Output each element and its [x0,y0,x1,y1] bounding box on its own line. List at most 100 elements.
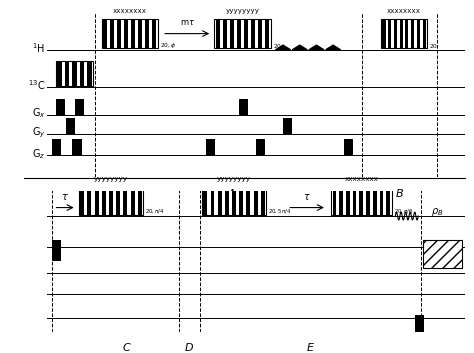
Bar [225,186,229,215]
Bar [56,98,65,115]
Text: xxxxxxxx: xxxxxxxx [387,8,421,14]
Bar [411,19,414,48]
Text: $\rho_B$: $\rho_B$ [431,206,444,218]
Bar [366,186,370,215]
Bar [415,315,425,332]
Bar [417,19,420,48]
Bar [246,186,250,215]
Text: $\tau$: $\tau$ [303,192,311,202]
Bar [423,240,463,268]
Bar [56,61,93,85]
Bar [373,186,376,215]
Text: $_{20}$: $_{20}$ [429,42,438,52]
Bar [101,19,158,48]
Bar [353,186,356,215]
Bar [405,19,409,48]
Bar [244,19,248,48]
Bar [95,186,99,215]
Bar [254,186,257,215]
Bar [359,186,363,215]
Bar [380,186,383,215]
Bar [52,139,61,155]
Bar [216,19,220,48]
Bar [130,186,135,215]
Bar [102,186,106,215]
Text: $\tau$: $\tau$ [61,192,69,202]
Bar [258,19,262,48]
Bar [283,118,292,134]
Bar [131,19,135,48]
Bar [394,19,397,48]
Text: E: E [307,343,314,353]
Text: B: B [396,190,404,199]
Bar [73,61,77,85]
Text: A: A [227,190,235,199]
Bar [138,19,142,48]
Bar [110,19,114,48]
Bar [88,61,91,85]
Bar [386,186,390,215]
Bar [210,186,215,215]
Bar [116,186,120,215]
Bar [388,19,391,48]
Bar [109,186,113,215]
Text: m$\tau$: m$\tau$ [180,18,195,27]
Text: $_{20,\phi}$: $_{20,\phi}$ [160,42,176,52]
Bar [381,19,427,48]
Polygon shape [275,45,291,50]
Bar [239,186,243,215]
Text: G$_z$: G$_z$ [32,147,46,161]
Text: yyyyyyyy: yyyyyyyy [94,176,128,182]
Bar [232,186,236,215]
Text: G$_x$: G$_x$ [32,106,46,120]
Bar [80,61,84,85]
Text: D: D [185,343,193,353]
Bar [331,186,392,215]
Bar [218,186,222,215]
Bar [88,186,91,215]
Polygon shape [326,45,341,50]
Text: $_{20,\pi/4}$: $_{20,\pi/4}$ [146,208,165,217]
Bar [223,19,227,48]
Polygon shape [292,45,307,50]
Text: $^{13}$C: $^{13}$C [28,79,46,92]
Bar [74,98,84,115]
Bar [202,186,266,215]
Bar [237,19,241,48]
Text: $_{20,\pi/6}$: $_{20,\pi/6}$ [393,208,413,217]
Bar [146,19,149,48]
Text: G$_y$: G$_y$ [32,125,46,140]
Bar [57,61,62,85]
Bar [400,19,403,48]
Text: C: C [123,343,130,353]
Bar [261,186,265,215]
Text: xxxxxxxx: xxxxxxxx [113,8,147,14]
Text: $_{20,5\pi/4}$: $_{20,5\pi/4}$ [268,208,292,217]
Bar [66,118,75,134]
Bar [79,186,143,215]
Bar [251,19,255,48]
Bar [339,186,343,215]
Bar [333,186,336,215]
Bar [422,19,426,48]
Bar [52,240,61,261]
Bar [123,186,128,215]
Bar [346,186,350,215]
Bar [383,19,385,48]
Bar [230,19,234,48]
Bar [80,186,84,215]
Bar [138,186,142,215]
Text: $_{20}$: $_{20}$ [273,42,282,52]
Bar [214,19,271,48]
Bar [256,139,265,155]
Bar [65,61,69,85]
Polygon shape [309,45,324,50]
Bar [73,139,82,155]
Bar [203,186,207,215]
Text: $^{1}$H: $^{1}$H [32,41,46,55]
Text: yyyyyyyy: yyyyyyyy [217,176,251,182]
Text: $\rho_0$: $\rho_0$ [89,206,101,218]
Bar [124,19,128,48]
Bar [117,19,121,48]
Text: $\rho_A$: $\rho_A$ [356,206,368,218]
